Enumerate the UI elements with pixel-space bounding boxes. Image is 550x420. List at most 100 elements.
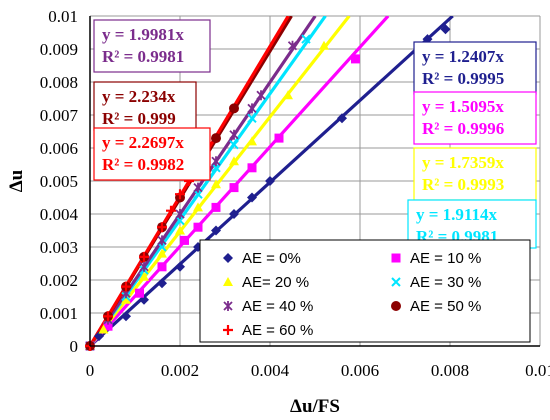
data-point	[157, 248, 167, 258]
data-point	[135, 288, 144, 298]
legend-label: AE = 40 %	[242, 298, 313, 315]
data-point	[229, 183, 239, 193]
legend-item: AE = 30 %	[391, 274, 481, 291]
equation-box-frame	[93, 81, 197, 131]
legend-item: AE = 10 %	[391, 250, 481, 267]
equation-box: y = 2.2697x R² = 0.9982	[93, 127, 211, 181]
equation-box: y = 1.2407x R² = 0.9995	[413, 41, 537, 95]
legend-marker	[223, 277, 233, 286]
data-point	[157, 235, 167, 246]
equation-box: y = 1.5095x R² = 0.9996	[413, 91, 537, 145]
data-point	[319, 40, 329, 50]
data-point	[211, 225, 221, 236]
equation-label: y = 2.234x	[102, 87, 176, 106]
equation-label: y = 2.2697x	[102, 133, 184, 152]
legend-marker	[223, 301, 233, 311]
legend-label: AE = 0%	[242, 250, 301, 267]
equation-box-frame	[413, 147, 537, 201]
data-point	[103, 321, 113, 331]
data-point	[193, 202, 203, 212]
data-point	[247, 163, 257, 173]
y-tick-label: 0.002	[40, 271, 78, 290]
data-point	[121, 311, 131, 322]
r-squared-label: R² = 0.9982	[102, 155, 184, 174]
y-tick-label: 0.003	[40, 238, 78, 257]
data-point	[247, 136, 257, 146]
equation-label: y = 1.7359x	[422, 153, 504, 172]
legend-item: AE= 20 %	[223, 274, 309, 291]
equation-box-frame	[93, 19, 211, 73]
data-point	[351, 54, 360, 64]
data-point	[94, 331, 104, 342]
data-point	[337, 113, 347, 124]
axes	[89, 16, 540, 347]
legend-marker	[223, 325, 233, 335]
legend-item: AE = 0%	[223, 250, 301, 267]
equation-box-frame	[413, 91, 537, 145]
legend-item: AE = 40 %	[223, 298, 313, 315]
equation-box: y = 1.7359x R² = 0.9993	[413, 147, 537, 201]
y-tick-label: 0	[70, 337, 79, 356]
y-tick-label: 0.006	[40, 139, 78, 158]
data-point	[139, 251, 149, 262]
y-tick-label: 0.004	[40, 205, 79, 224]
data-point	[229, 156, 239, 166]
data-point	[287, 40, 298, 51]
equation-label: y = 1.2407x	[422, 47, 504, 66]
legend-item: AE = 50 %	[391, 298, 481, 315]
data-point	[175, 261, 185, 272]
data-point	[247, 103, 257, 114]
y-tick-label: 0.008	[40, 73, 78, 92]
x-tick-label: 0	[86, 361, 95, 380]
data-point	[283, 90, 293, 100]
equation-box-frame	[413, 41, 537, 95]
data-point	[211, 202, 221, 212]
x-tick-label: 0.008	[431, 361, 469, 380]
equation-box-frame	[93, 127, 211, 181]
data-point	[440, 24, 451, 35]
data-point	[211, 179, 221, 189]
data-point	[247, 113, 257, 124]
legend-label: AE = 60 %	[242, 322, 313, 339]
data-point	[139, 271, 149, 281]
x-axis-title: Δu/FS	[290, 396, 340, 417]
data-point	[256, 90, 266, 101]
legend-item: AE = 60 %	[223, 322, 313, 339]
data-point	[193, 182, 203, 193]
data-point	[175, 225, 185, 235]
data-point	[166, 205, 176, 216]
legend-label: AE= 20 %	[242, 274, 309, 291]
data-point	[121, 294, 131, 304]
x-tick-label: 0.006	[341, 361, 379, 380]
x-tick-label: 0.01	[525, 361, 550, 380]
y-tick-label: 0.005	[40, 172, 78, 191]
r-squared-label: R² = 0.9995	[422, 69, 504, 88]
legend-label: AE = 10 %	[410, 250, 481, 267]
tick-labels: 0 0.002 0.004 0.006 0.008 0.01 0 0.001 0.002 0.00…	[40, 7, 550, 380]
legend-marker	[391, 253, 401, 263]
data-point	[175, 189, 185, 200]
data-point	[301, 34, 311, 44]
legend-label: AE = 50 %	[410, 298, 481, 315]
legend-marker	[391, 301, 401, 311]
data-point	[247, 192, 257, 203]
data-point	[175, 209, 185, 219]
x-tick-label: 0.004	[251, 361, 290, 380]
data-point	[229, 209, 239, 219]
data-point	[98, 324, 109, 334]
x-tick-label: 0.002	[161, 361, 199, 380]
legend-marker	[391, 277, 401, 287]
r-squared-label: R² = 0.999	[102, 109, 176, 128]
data-point	[139, 261, 149, 272]
y-tick-label: 0.01	[48, 7, 78, 26]
fit-line	[90, 16, 351, 346]
equation-labels: y = 1.9981x R² = 0.9981 y = 2.234x R² = 0.9…	[93, 19, 537, 249]
r-squared-label: R² = 0.9996	[422, 119, 504, 138]
legend-frame	[199, 239, 531, 343]
data-point	[157, 278, 167, 289]
data-point	[229, 139, 239, 150]
equation-label: y = 1.5095x	[422, 97, 504, 116]
data-point	[121, 281, 131, 292]
data-point	[229, 129, 239, 140]
